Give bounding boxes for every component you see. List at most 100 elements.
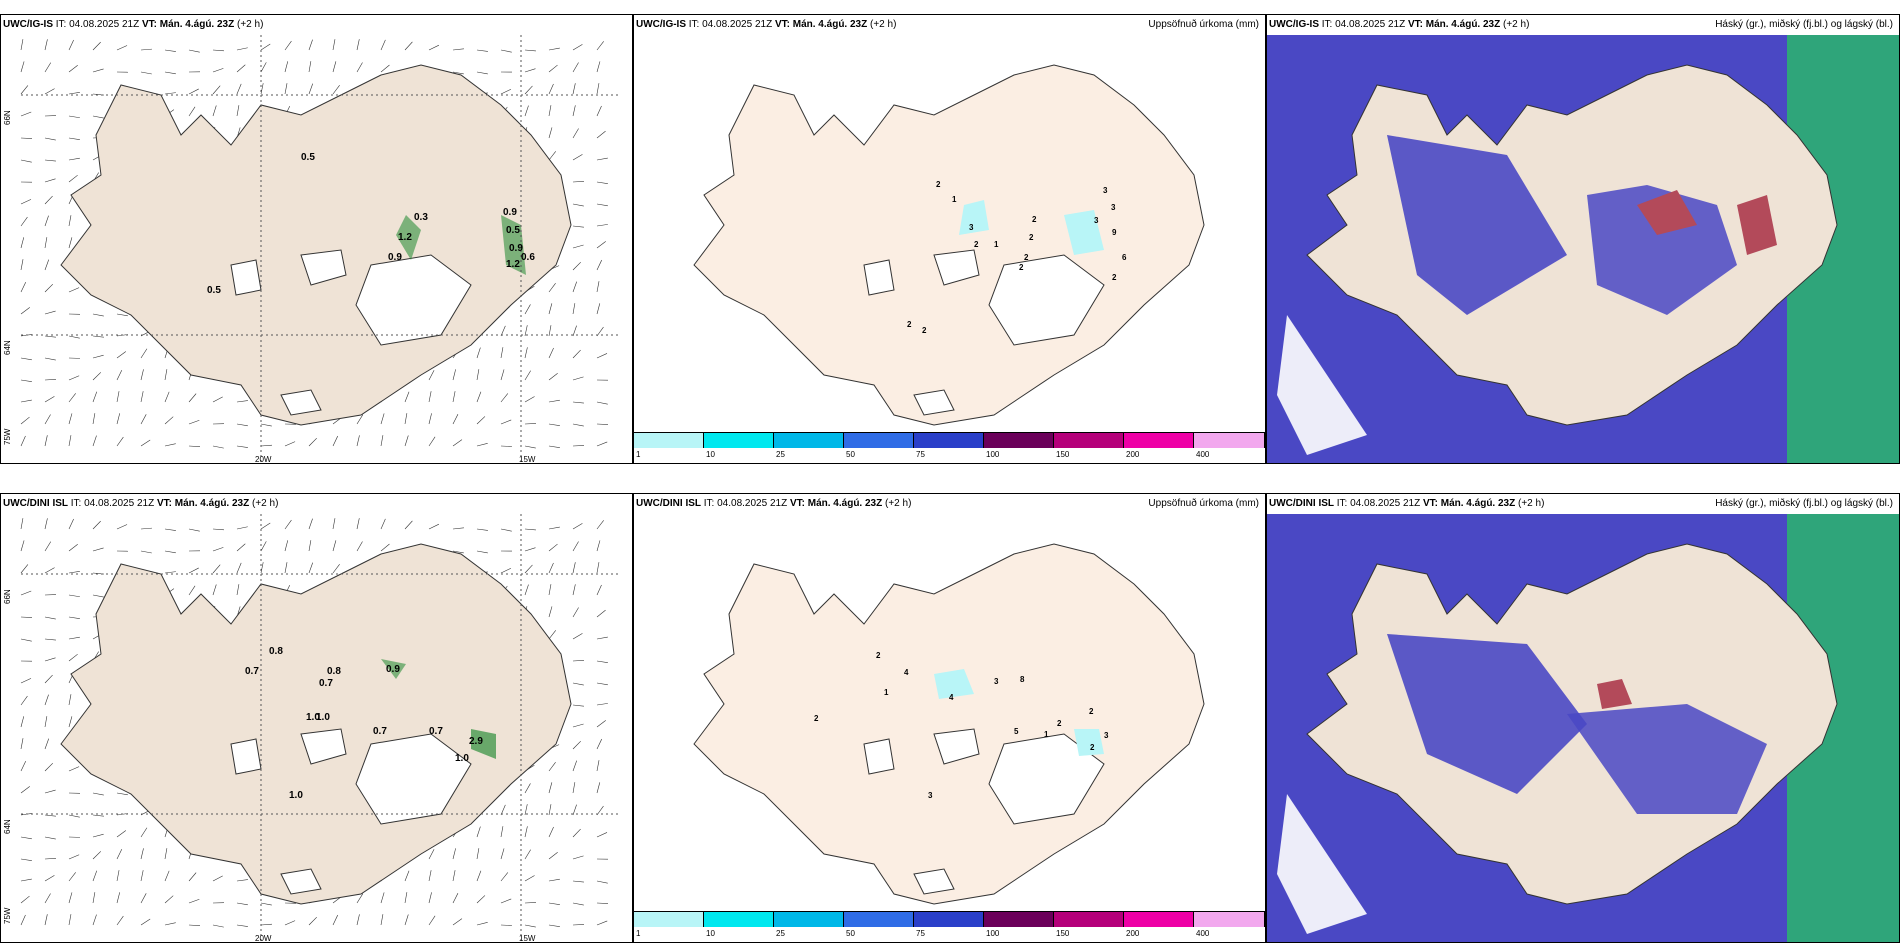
wind-barb — [308, 83, 314, 95]
wind-barb — [572, 633, 583, 640]
wind-barb — [140, 48, 152, 51]
wind-barb — [68, 157, 80, 161]
wind-barb — [236, 83, 242, 95]
wind-barb — [20, 399, 32, 403]
precip-title: Uppsöfnuð úrkoma (mm) — [1148, 19, 1259, 30]
wind-barb — [236, 400, 248, 403]
wind-barb — [20, 85, 29, 95]
wind-barb — [572, 760, 577, 772]
wind-barb — [500, 49, 512, 53]
wind-barb — [68, 413, 73, 425]
wind-barb — [428, 391, 432, 403]
wind-barb — [548, 562, 554, 574]
precip-value-5: 2 — [1032, 215, 1037, 224]
axis-64n: 64N — [3, 340, 12, 355]
wind-value-labels: 0.8 0.7 0.8 0.7 0.9 1.0 0.7 1.0 1.0 0.7 … — [245, 646, 483, 801]
wind-barb — [356, 914, 360, 926]
wind-barb — [404, 892, 408, 904]
colorbar: 1 10 25 50 75 100 150 200 400 — [634, 432, 1265, 463]
wind-barb — [572, 281, 577, 293]
wind-barb — [92, 372, 102, 381]
wind-barb — [476, 71, 488, 75]
wind-barb — [164, 922, 176, 926]
colorbar-tick-6: 150 — [1056, 929, 1070, 938]
wind-barb — [92, 115, 104, 119]
wind-barb — [20, 678, 32, 684]
wind-barb — [308, 562, 314, 574]
wind-barb — [188, 567, 199, 574]
colorbar-swatch-1 — [704, 433, 774, 448]
wind-barb — [596, 805, 604, 816]
precip-panel-1: UWC/IG-IS IT: 04.08.2025 21Z VT: Mán. 4.… — [633, 14, 1266, 464]
wind-barb — [572, 261, 581, 271]
wind-barb — [308, 540, 312, 552]
wind-barb — [524, 423, 537, 425]
wind-barb — [284, 61, 289, 73]
wind-value-8: 0.6 — [521, 252, 535, 263]
precip-value-10: 3 — [1111, 203, 1116, 212]
wind-barb — [500, 924, 513, 926]
wind-barb — [68, 435, 72, 447]
cloud-title: Háský (gr.), miðský (fj.bl.) og lágský (… — [1715, 19, 1893, 30]
wind-barb — [116, 915, 124, 926]
wind-barb — [44, 215, 49, 227]
colorbar-tick-8: 400 — [1196, 450, 1210, 459]
wind-barb — [332, 518, 336, 530]
wind-barb — [44, 178, 56, 183]
wind-barb — [260, 444, 272, 447]
wind-barb — [500, 826, 504, 838]
wind-barb — [332, 85, 340, 95]
colorbar-tick-2: 25 — [776, 929, 785, 938]
wind-barb — [20, 638, 32, 642]
wind-barb — [596, 181, 608, 184]
wind-barb — [572, 880, 584, 883]
wind-barb — [548, 445, 560, 449]
wind-barb — [428, 523, 440, 530]
wind-barb — [68, 616, 80, 619]
wind-barb — [548, 283, 556, 293]
wind-barb — [20, 216, 28, 227]
wind-barb — [140, 550, 152, 554]
wind-barb — [596, 353, 608, 359]
wind-barb — [500, 568, 512, 574]
wind-barb — [428, 413, 432, 425]
wind-barb — [92, 313, 104, 317]
wind-barb — [572, 704, 584, 707]
wind-barb — [140, 391, 144, 403]
wind-value-11: 1.0 — [306, 712, 320, 723]
wind-barb — [92, 413, 96, 425]
wind-barb — [572, 225, 584, 228]
wind-barb — [68, 544, 78, 552]
wind-barb — [452, 414, 459, 425]
wind-barb — [68, 854, 80, 860]
wind-barb — [44, 310, 56, 315]
wind-barb — [68, 716, 73, 728]
colorbar-swatch-4 — [914, 433, 984, 448]
axis-66n: 66N — [3, 110, 12, 125]
wind-barb — [44, 88, 55, 95]
wind-barb — [68, 137, 80, 140]
wind-barb — [116, 436, 124, 447]
wind-barb — [596, 224, 608, 227]
colorbar-tick-2: 25 — [776, 450, 785, 459]
wind-barb — [68, 914, 72, 926]
precip-value-0: 2 — [876, 651, 881, 660]
wind-barb — [308, 61, 312, 73]
wind-barb — [476, 870, 482, 882]
wind-barb — [548, 303, 553, 315]
wind-barb — [332, 564, 340, 574]
colorbar-tick-3: 50 — [846, 450, 855, 459]
wind-barb — [68, 91, 80, 95]
wind-barb — [380, 413, 385, 425]
wind-barb — [164, 571, 176, 574]
wind-barb — [572, 376, 584, 381]
precip-value-11: 3 — [1104, 731, 1109, 740]
wind-barb — [212, 547, 224, 552]
wind-barb — [188, 924, 200, 927]
cloud-map — [1267, 35, 1899, 463]
wind-barb — [164, 848, 168, 860]
precip-value-13: 6 — [1122, 253, 1127, 262]
wind-barb — [572, 105, 576, 117]
wind-barb — [332, 914, 338, 926]
wind-barb — [212, 85, 221, 95]
